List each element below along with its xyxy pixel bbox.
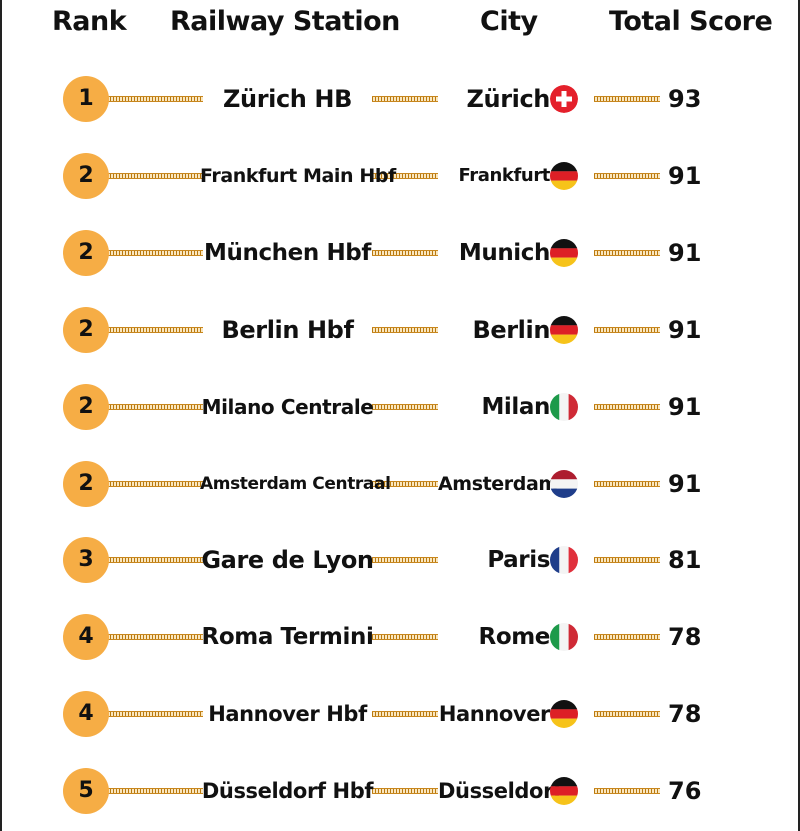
switzerland-flag-icon [550,85,578,113]
total-score: 78 [668,623,702,652]
station-name: Frankfurt Main Hbf [200,164,396,187]
total-score: 91 [668,238,702,267]
city-name: Milan [481,393,550,420]
track-connector [372,634,438,641]
france-flag-icon [550,546,578,575]
track-connector [107,172,203,179]
city-name: Rome [478,624,551,651]
track-connector [594,480,660,487]
track-connector [107,711,203,718]
city-name: Amsterdam [438,472,558,495]
ranking-row: 1 Zürich HB Zürich 93 [0,74,800,124]
track-connector [594,249,660,256]
city-name: Zürich [466,85,551,113]
track-connector [594,326,660,333]
rank-badge: 3 [63,537,109,584]
total-score: 81 [668,546,702,575]
city-name: Munich [458,239,551,266]
italy-flag-icon [550,392,578,421]
rank-badge: 2 [63,383,109,430]
header-total-score: Total Score [609,6,773,37]
station-name: Hannover Hbf [208,702,367,727]
track-connector [107,480,203,487]
germany-flag-icon [550,315,578,344]
station-name: Zürich HB [223,85,352,113]
total-score: 93 [668,85,702,113]
total-score: 78 [668,700,702,729]
track-connector [372,96,438,102]
total-score: 91 [668,315,702,344]
track-connector [594,557,660,564]
ranking-row: 2 Milano Centrale Milan 91 [0,382,800,432]
track-connector [372,557,438,564]
ranking-row: 5 Düsseldorf Hbf Düsseldorf 76 [0,766,800,816]
track-connector [594,634,660,641]
station-name: Berlin Hbf [221,315,354,344]
station-name: München Hbf [204,239,371,266]
city-name: Frankfurt [458,164,551,186]
station-name: Amsterdam Centraal [200,473,391,494]
header-rank: Rank [52,6,127,37]
track-connector [107,403,203,410]
germany-flag-icon [550,238,578,267]
header-city: City [480,6,538,37]
track-connector [372,480,438,487]
italy-flag-icon [550,623,578,652]
station-name: Gare de Lyon [201,546,374,575]
track-connector [372,326,438,333]
track-connector [107,788,203,795]
rank-badge: 4 [63,614,109,661]
rank-badge: 5 [63,768,109,815]
track-connector [594,403,660,410]
station-name: Milano Centrale [201,394,374,419]
rank-badge: 2 [63,306,109,353]
station-name: Düsseldorf Hbf [201,779,374,804]
germany-flag-icon [550,777,578,806]
ranking-row: 4 Hannover Hbf Hannover 78 [0,689,800,739]
track-connector [594,711,660,718]
header-railway-station: Railway Station [170,6,400,37]
rank-badge: 2 [63,460,109,507]
track-connector [372,403,438,410]
total-score: 91 [668,161,702,190]
track-connector [107,96,203,102]
ranking-row: 2 Frankfurt Main Hbf Frankfurt 91 [0,151,800,201]
ranking-row: 3 Gare de Lyon Paris 81 [0,535,800,585]
track-connector [107,249,203,256]
track-connector [107,326,203,333]
ranking-row: 2 Amsterdam Centraal Amsterdam 91 [0,459,800,509]
city-name: Paris [487,547,550,574]
city-name: Berlin [472,315,550,344]
total-score: 91 [668,392,702,421]
track-connector [372,711,438,718]
track-connector [594,788,660,795]
rank-badge: 2 [63,229,109,276]
table-header: Rank Railway Station City Total Score [0,0,800,50]
ranking-row: 2 Berlin Hbf Berlin 91 [0,305,800,355]
track-connector [594,172,660,179]
track-connector [594,96,660,102]
rank-badge: 4 [63,691,109,738]
track-connector [372,249,438,256]
track-connector [372,172,438,179]
total-score: 91 [668,469,702,498]
ranking-row: 4 Roma Termini Rome 78 [0,612,800,662]
rank-badge: 2 [63,152,109,199]
germany-flag-icon [550,700,578,729]
left-border [0,0,2,831]
rank-badge: 1 [63,76,109,122]
city-name: Düsseldorf [438,779,562,804]
city-name: Hannover [438,702,551,727]
total-score: 76 [668,777,702,806]
track-connector [107,634,203,641]
ranking-row: 2 München Hbf Munich 91 [0,228,800,278]
right-border [798,0,800,831]
track-connector [372,788,438,795]
station-name: Roma Termini [201,624,374,651]
netherlands-flag-icon [550,469,578,498]
track-connector [107,557,203,564]
germany-flag-icon [550,161,578,190]
